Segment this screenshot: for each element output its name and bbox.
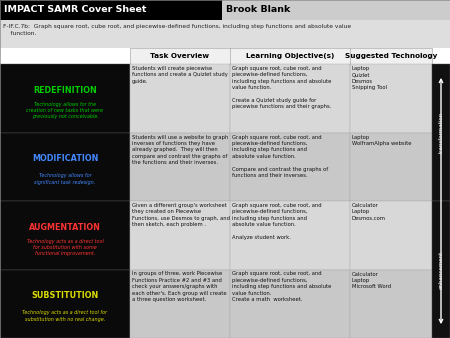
Text: Calculator
Laptop
Microsoft Word: Calculator Laptop Microsoft Word: [352, 271, 391, 289]
Bar: [350, 132, 432, 201]
Text: MODIFICATION: MODIFICATION: [32, 154, 98, 163]
Text: Laptop
WolframAlpha website: Laptop WolframAlpha website: [352, 135, 411, 146]
Text: IMPACT SAMR Cover Sheet: IMPACT SAMR Cover Sheet: [4, 5, 147, 15]
Text: REDEFINITION: REDEFINITION: [33, 86, 97, 95]
Bar: [230, 201, 350, 269]
Bar: [230, 64, 350, 132]
Bar: [350, 64, 432, 132]
Bar: [0, 20, 450, 48]
Text: Graph square root, cube root, and
piecewise-defined functions,
including step fu: Graph square root, cube root, and piecew…: [232, 271, 331, 302]
Text: Learning Objective(s): Learning Objective(s): [246, 53, 334, 59]
Text: SUBSTITUTION: SUBSTITUTION: [32, 291, 99, 300]
Text: Technology allows for the
creation of new tasks that were
previously not conceiv: Technology allows for the creation of ne…: [27, 102, 104, 119]
Bar: [230, 132, 350, 201]
Text: Graph square root, cube root, and
piecewise-defined functions,
including step fu: Graph square root, cube root, and piecew…: [232, 66, 331, 110]
Text: Technology acts as a direct tool for
substitution with no real change.: Technology acts as a direct tool for sub…: [22, 311, 108, 322]
Bar: [130, 132, 230, 201]
Bar: [130, 269, 230, 338]
Bar: [130, 64, 230, 132]
Text: Students will use a website to graph
inverses of functions they have
already gra: Students will use a website to graph inv…: [132, 135, 228, 165]
Bar: [350, 201, 432, 269]
Text: Students will create piecewise
functions and create a Quizlet study
guide.: Students will create piecewise functions…: [132, 66, 228, 84]
Text: F-IF.C.7b:  Graph square root, cube root, and piecewise-defined functions, inclu: F-IF.C.7b: Graph square root, cube root,…: [3, 24, 351, 36]
Text: Calculator
Laptop
Desmos.com: Calculator Laptop Desmos.com: [352, 203, 386, 221]
Text: enhancement: enhancement: [438, 250, 444, 289]
Text: Technology acts as a direct tool
for substitution with some
functional improveme: Technology acts as a direct tool for sub…: [27, 239, 104, 256]
Text: Graph square root, cube root, and
piecewise-defined functions,
including step fu: Graph square root, cube root, and piecew…: [232, 135, 328, 178]
Text: Given a different group's worksheet
they created on Piecewise
Functions, use Des: Given a different group's worksheet they…: [132, 203, 230, 227]
Bar: [130, 48, 432, 64]
Bar: [230, 269, 350, 338]
Bar: [0, 132, 130, 201]
Bar: [130, 201, 230, 269]
Text: Task Overview: Task Overview: [150, 53, 210, 59]
Text: transformation: transformation: [438, 112, 444, 153]
Text: Technology allows for
significant task redesign.: Technology allows for significant task r…: [34, 173, 95, 185]
Bar: [0, 64, 130, 132]
Text: Suggested Technology: Suggested Technology: [345, 53, 437, 59]
Bar: [222, 0, 450, 20]
Bar: [0, 201, 130, 269]
Bar: [0, 0, 222, 20]
Text: Brook Blank: Brook Blank: [226, 5, 290, 15]
Text: In groups of three, work Piecewise
Functions Practice #2 and #3 and
check your a: In groups of three, work Piecewise Funct…: [132, 271, 227, 302]
Bar: [432, 201, 450, 338]
Text: Laptop
Quizlet
Desmos
Snipping Tool: Laptop Quizlet Desmos Snipping Tool: [352, 66, 387, 90]
Bar: [350, 269, 432, 338]
Text: Graph square root, cube root, and
piecewise-defined functions,
including step fu: Graph square root, cube root, and piecew…: [232, 203, 322, 240]
Bar: [0, 269, 130, 338]
Bar: [432, 64, 450, 201]
Text: AUGMENTATION: AUGMENTATION: [29, 222, 101, 232]
